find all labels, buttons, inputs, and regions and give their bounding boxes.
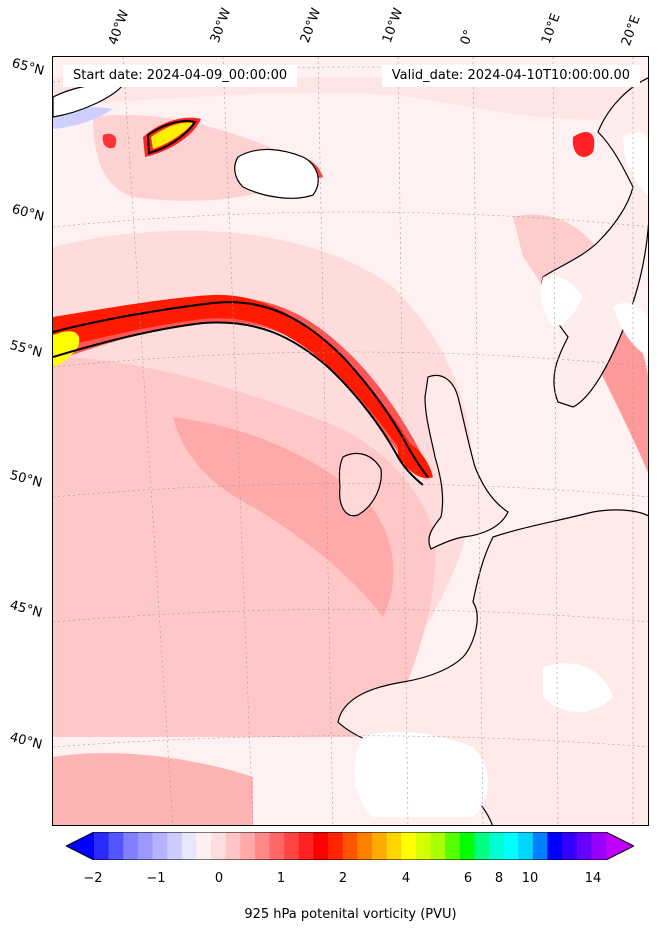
colorbar — [66, 832, 634, 860]
lat-label-55n: 55°N — [8, 338, 44, 361]
colorbar-segment — [152, 832, 168, 860]
colorbar-tick: −2 — [83, 871, 103, 886]
colorbar-tick: 2 — [338, 871, 348, 886]
colorbar-segment — [488, 832, 505, 860]
colorbar-segment — [137, 832, 154, 860]
map-panel: Start date: 2024-04-09_00:00:00 Valid_da… — [52, 56, 649, 826]
colorbar-segment — [591, 832, 607, 860]
colorbar-segment — [254, 832, 271, 860]
lon-label-20e: 20°E — [618, 13, 644, 49]
colorbar-segment — [167, 832, 183, 860]
colorbar-segment — [269, 832, 285, 860]
colorbar-segment — [576, 832, 592, 860]
colorbar-segment — [181, 832, 197, 860]
lat-label-50n: 50°N — [8, 468, 44, 491]
pv-contour-1 — [53, 301, 429, 478]
land-areas — [234, 77, 648, 825]
lon-label-30w: 30°W — [207, 6, 235, 45]
colorbar-segment — [474, 832, 490, 860]
colorbar-label: 925 hPa potenital vorticity (PVU) — [244, 907, 457, 922]
valid-date-label: Valid_date: 2024-04-10T10:00:00.00 — [381, 65, 640, 87]
pv-contour-north — [146, 120, 197, 155]
colorbar-segment — [284, 832, 300, 860]
colorbar-segment — [196, 832, 212, 860]
colorbar-segment — [357, 832, 373, 860]
lon-label-0: 0° — [457, 27, 478, 47]
colorbar-segment — [94, 832, 110, 860]
colorbar-segment — [328, 832, 344, 860]
map-canvas — [53, 57, 648, 825]
colorbar-segment — [123, 832, 139, 860]
colorbar-segment — [547, 832, 563, 860]
colorbar-segment — [532, 832, 549, 860]
colorbar-segment — [342, 832, 358, 860]
lon-label-10e: 10°E — [538, 11, 564, 47]
lat-label-60n: 60°N — [10, 202, 46, 225]
colorbar-segment — [401, 832, 417, 860]
colorbar-segment — [371, 832, 388, 860]
colorbar-tick: 6 — [463, 871, 473, 886]
colorbar-segment — [240, 832, 256, 860]
colorbar-tick: 8 — [494, 871, 504, 886]
colorbar-extend-max — [606, 832, 634, 860]
colorbar-segment — [415, 832, 432, 860]
lat-label-40n: 40°N — [8, 730, 44, 753]
colorbar-segment — [503, 832, 519, 860]
graticule-lines — [53, 57, 648, 825]
colorbar-segment — [386, 832, 402, 860]
colorbar-extend-min — [66, 832, 94, 860]
colorbar-tick: −1 — [146, 871, 166, 886]
pv-contour-2 — [53, 321, 424, 486]
colorbar-tick: 0 — [214, 871, 224, 886]
colorbar-segment — [459, 832, 475, 860]
colorbar-tick: 10 — [521, 871, 539, 886]
colorbar-segment — [518, 832, 534, 860]
lon-label-40w: 40°W — [105, 8, 133, 47]
colorbar-segment — [313, 832, 329, 860]
start-date-label: Start date: 2024-04-09_00:00:00 — [63, 65, 298, 87]
colorbar-segment — [225, 832, 241, 860]
colorbar-segment — [211, 832, 227, 860]
colorbar-tick: 4 — [401, 871, 411, 886]
lat-label-45n: 45°N — [8, 598, 44, 621]
colorbar-tick: 14 — [584, 871, 602, 886]
colorbar-segment — [445, 832, 461, 860]
lat-label-65n: 65°N — [10, 56, 46, 79]
lon-label-20w: 20°W — [297, 6, 325, 45]
lon-label-10w: 10°W — [379, 6, 407, 45]
colorbar-segment — [298, 832, 315, 860]
colorbar-segment — [562, 832, 578, 860]
colorbar-segment — [108, 832, 124, 860]
colorbar-segment — [430, 832, 446, 860]
colorbar-tick: 1 — [276, 871, 286, 886]
